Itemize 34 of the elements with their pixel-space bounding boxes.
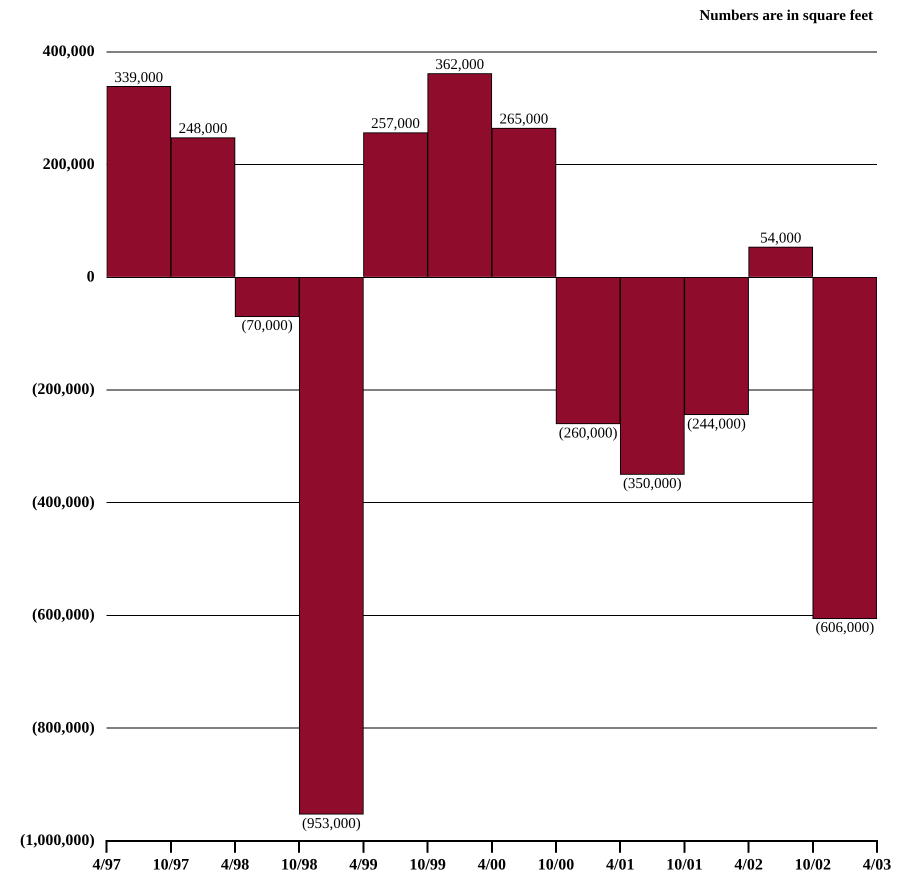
x-tick-label: 10/01 <box>666 856 703 874</box>
x-tick-label: 4/03 <box>862 856 892 874</box>
y-tick-label: 0 <box>86 268 95 286</box>
data-label: (260,000) <box>558 425 618 442</box>
x-tick-label: 10/99 <box>409 856 446 874</box>
data-label: (350,000) <box>622 476 682 492</box>
y-tick-label: (800,000) <box>32 719 95 736</box>
data-label: 339,000 <box>114 70 164 86</box>
data-label: 362,000 <box>435 56 484 73</box>
y-tick-label: (200,000) <box>32 381 95 398</box>
x-tick-label: 10/02 <box>794 856 832 874</box>
y-tick-label: (400,000) <box>32 494 95 511</box>
text: Numbers are in square feet <box>698 8 874 26</box>
data-label: 265,000 <box>500 112 548 128</box>
y-tick-label: (1,000,000) <box>20 832 95 849</box>
x-tick-label: 4/99 <box>349 856 378 874</box>
data-label: 54,000 <box>760 230 802 246</box>
x-tick-label: 4/98 <box>220 856 250 874</box>
x-tick-label: 4/00 <box>478 856 506 874</box>
data-label: (606,000) <box>816 620 874 636</box>
x-tick-label: 4/01 <box>606 856 634 874</box>
data-label: 248,000 <box>178 121 228 138</box>
data-label: 257,000 <box>371 116 420 132</box>
x-tick-label: 10/00 <box>538 856 574 874</box>
y-tick-label: (600,000) <box>32 606 95 624</box>
x-tick-label: 4/97 <box>92 856 121 874</box>
x-tick-label: 10/98 <box>281 856 318 874</box>
x-tick-label: 4/02 <box>734 856 763 874</box>
y-tick-label: 200,000 <box>42 156 95 173</box>
y-tick-label: 400,000 <box>42 43 95 60</box>
data-label: (244,000) <box>687 416 746 432</box>
data-label: (70,000) <box>242 318 293 334</box>
x-tick-label: 10/97 <box>152 856 190 874</box>
data-label: (953,000) <box>302 816 361 832</box>
